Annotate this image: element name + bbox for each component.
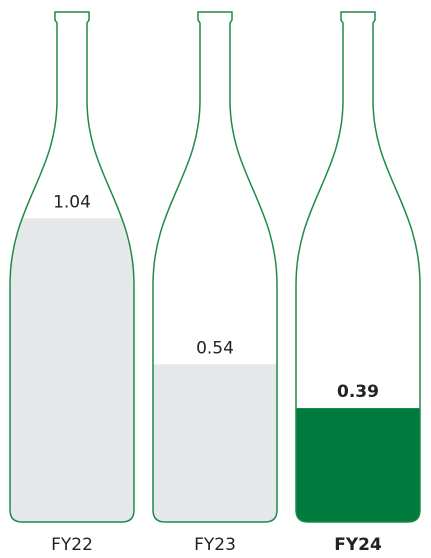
bottle-fill xyxy=(153,364,277,522)
bottle-fill xyxy=(10,218,134,522)
bottle-outline xyxy=(9,11,135,523)
value-label: 1.04 xyxy=(53,192,91,212)
category-label: FY22 xyxy=(51,535,93,555)
value-label: 0.54 xyxy=(196,338,234,358)
value-label: 0.39 xyxy=(337,382,379,402)
category-label: FY24 xyxy=(334,535,382,555)
category-label: FY23 xyxy=(194,535,236,555)
bottle-outline xyxy=(295,11,421,523)
bottle-outline xyxy=(152,11,278,523)
bottle-fill xyxy=(296,408,420,522)
